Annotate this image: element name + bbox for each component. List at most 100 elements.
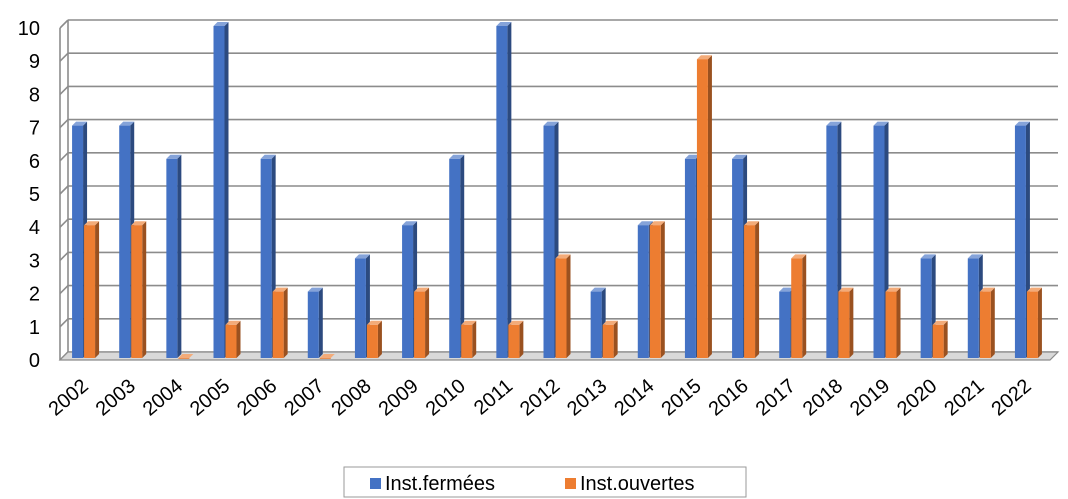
- y-tick-label: 6: [29, 151, 40, 173]
- bar-ouvertes-2011: [508, 320, 524, 358]
- x-tick-label: 2002: [45, 375, 93, 420]
- bar-front: [873, 125, 885, 358]
- bar-front: [744, 225, 756, 358]
- bar-ouvertes-2007: [319, 354, 335, 359]
- legend-label: Inst.fermées: [385, 473, 495, 495]
- bar-top: [225, 320, 241, 325]
- bars: [72, 22, 1042, 359]
- bar-fermees-2011: [496, 22, 512, 358]
- gridline-depth: [59, 119, 69, 129]
- bar-fermees-2004: [166, 154, 182, 358]
- y-tick-label: 1: [29, 317, 40, 339]
- bar-top: [319, 354, 335, 358]
- gridline-depth: [59, 85, 69, 95]
- bar-front: [1026, 291, 1038, 358]
- gridline-depth: [59, 251, 69, 261]
- bar-front: [791, 258, 803, 358]
- bar-top: [696, 55, 712, 60]
- bar-top: [131, 221, 147, 226]
- bar-side: [707, 55, 712, 358]
- bar-front: [637, 225, 649, 358]
- bar-ouvertes-2020: [932, 320, 948, 358]
- x-tick-label: 2010: [422, 375, 470, 420]
- bar-top: [555, 254, 571, 259]
- bar-fermees-2005: [213, 22, 229, 358]
- bar-side: [755, 221, 760, 358]
- bar-side: [236, 320, 241, 358]
- bar-ouvertes-2022: [1026, 287, 1042, 358]
- bar-side: [896, 287, 901, 358]
- bar-side: [660, 221, 665, 358]
- bar-top: [543, 121, 559, 126]
- bar-front: [555, 258, 567, 358]
- bar-front: [1014, 125, 1026, 358]
- bar-ouvertes-2009: [414, 287, 430, 358]
- bar-side: [613, 320, 618, 358]
- x-tick-label: 2013: [563, 375, 611, 420]
- bar-top: [508, 320, 524, 325]
- bar-ouvertes-2016: [744, 221, 760, 358]
- bar-front: [696, 59, 708, 358]
- bar-ouvertes-2013: [602, 320, 618, 358]
- bar-top: [920, 254, 936, 259]
- bar-front: [979, 291, 991, 358]
- bar-front: [402, 225, 414, 358]
- bar-top: [84, 221, 100, 226]
- gridline-depth: [59, 52, 69, 62]
- bar-top: [260, 154, 276, 159]
- bar-ouvertes-2004: [178, 354, 194, 359]
- bar-side: [507, 22, 512, 358]
- y-tick-label: 7: [29, 118, 40, 140]
- gridline-depth: [59, 285, 69, 295]
- legend-swatch: [565, 478, 576, 489]
- bar-top: [967, 254, 983, 259]
- bar-top: [496, 22, 512, 26]
- legend-box: [343, 466, 747, 498]
- bar-side: [283, 287, 288, 358]
- legend-item: Inst.fermées: [370, 473, 495, 495]
- bar-fermees-2007: [307, 287, 323, 358]
- bar-top: [366, 320, 382, 325]
- x-tick-label: 2009: [375, 375, 423, 420]
- bar-side: [318, 287, 323, 358]
- x-tick-label: 2012: [516, 375, 564, 420]
- bar-front: [496, 26, 508, 358]
- bar-side: [566, 254, 571, 358]
- bar-front: [602, 324, 614, 358]
- bar-side: [460, 154, 465, 358]
- bar-top: [979, 287, 995, 292]
- bar-front: [885, 291, 897, 358]
- bar-top: [885, 287, 901, 292]
- x-tick-label: 2011: [470, 375, 517, 420]
- bar-front: [461, 324, 473, 358]
- gridline-depth: [59, 185, 69, 195]
- x-tick-label: 2005: [186, 375, 234, 420]
- bar-side: [425, 287, 430, 358]
- bar-top: [590, 287, 606, 292]
- bar-top: [307, 287, 323, 292]
- x-tick-label: 2018: [799, 375, 847, 420]
- y-axis-ticks: 0 1 2 3 4 5 6 7 8 9 10: [18, 18, 40, 372]
- bar-ouvertes-2018: [838, 287, 854, 358]
- bar-front: [414, 291, 426, 358]
- bar-front: [967, 258, 979, 358]
- y-tick-label: 0: [29, 350, 40, 372]
- x-tick-label: 2022: [987, 375, 1035, 420]
- bar-side: [95, 221, 100, 358]
- x-tick-label: 2021: [940, 375, 988, 420]
- bar-top: [354, 254, 370, 259]
- x-tick-label: 2020: [893, 375, 941, 420]
- y-tick-label: 10: [18, 18, 40, 40]
- y-tick-label: 9: [29, 51, 40, 73]
- bar-side: [377, 320, 382, 358]
- y-tick-label: 5: [29, 184, 40, 206]
- bar-front: [319, 358, 331, 359]
- bar-front: [72, 125, 84, 358]
- bar-front: [166, 158, 178, 358]
- y-tick-label: 2: [29, 284, 40, 306]
- bar-side: [177, 154, 182, 358]
- legend-swatch: [370, 478, 381, 489]
- bar-side: [472, 320, 477, 358]
